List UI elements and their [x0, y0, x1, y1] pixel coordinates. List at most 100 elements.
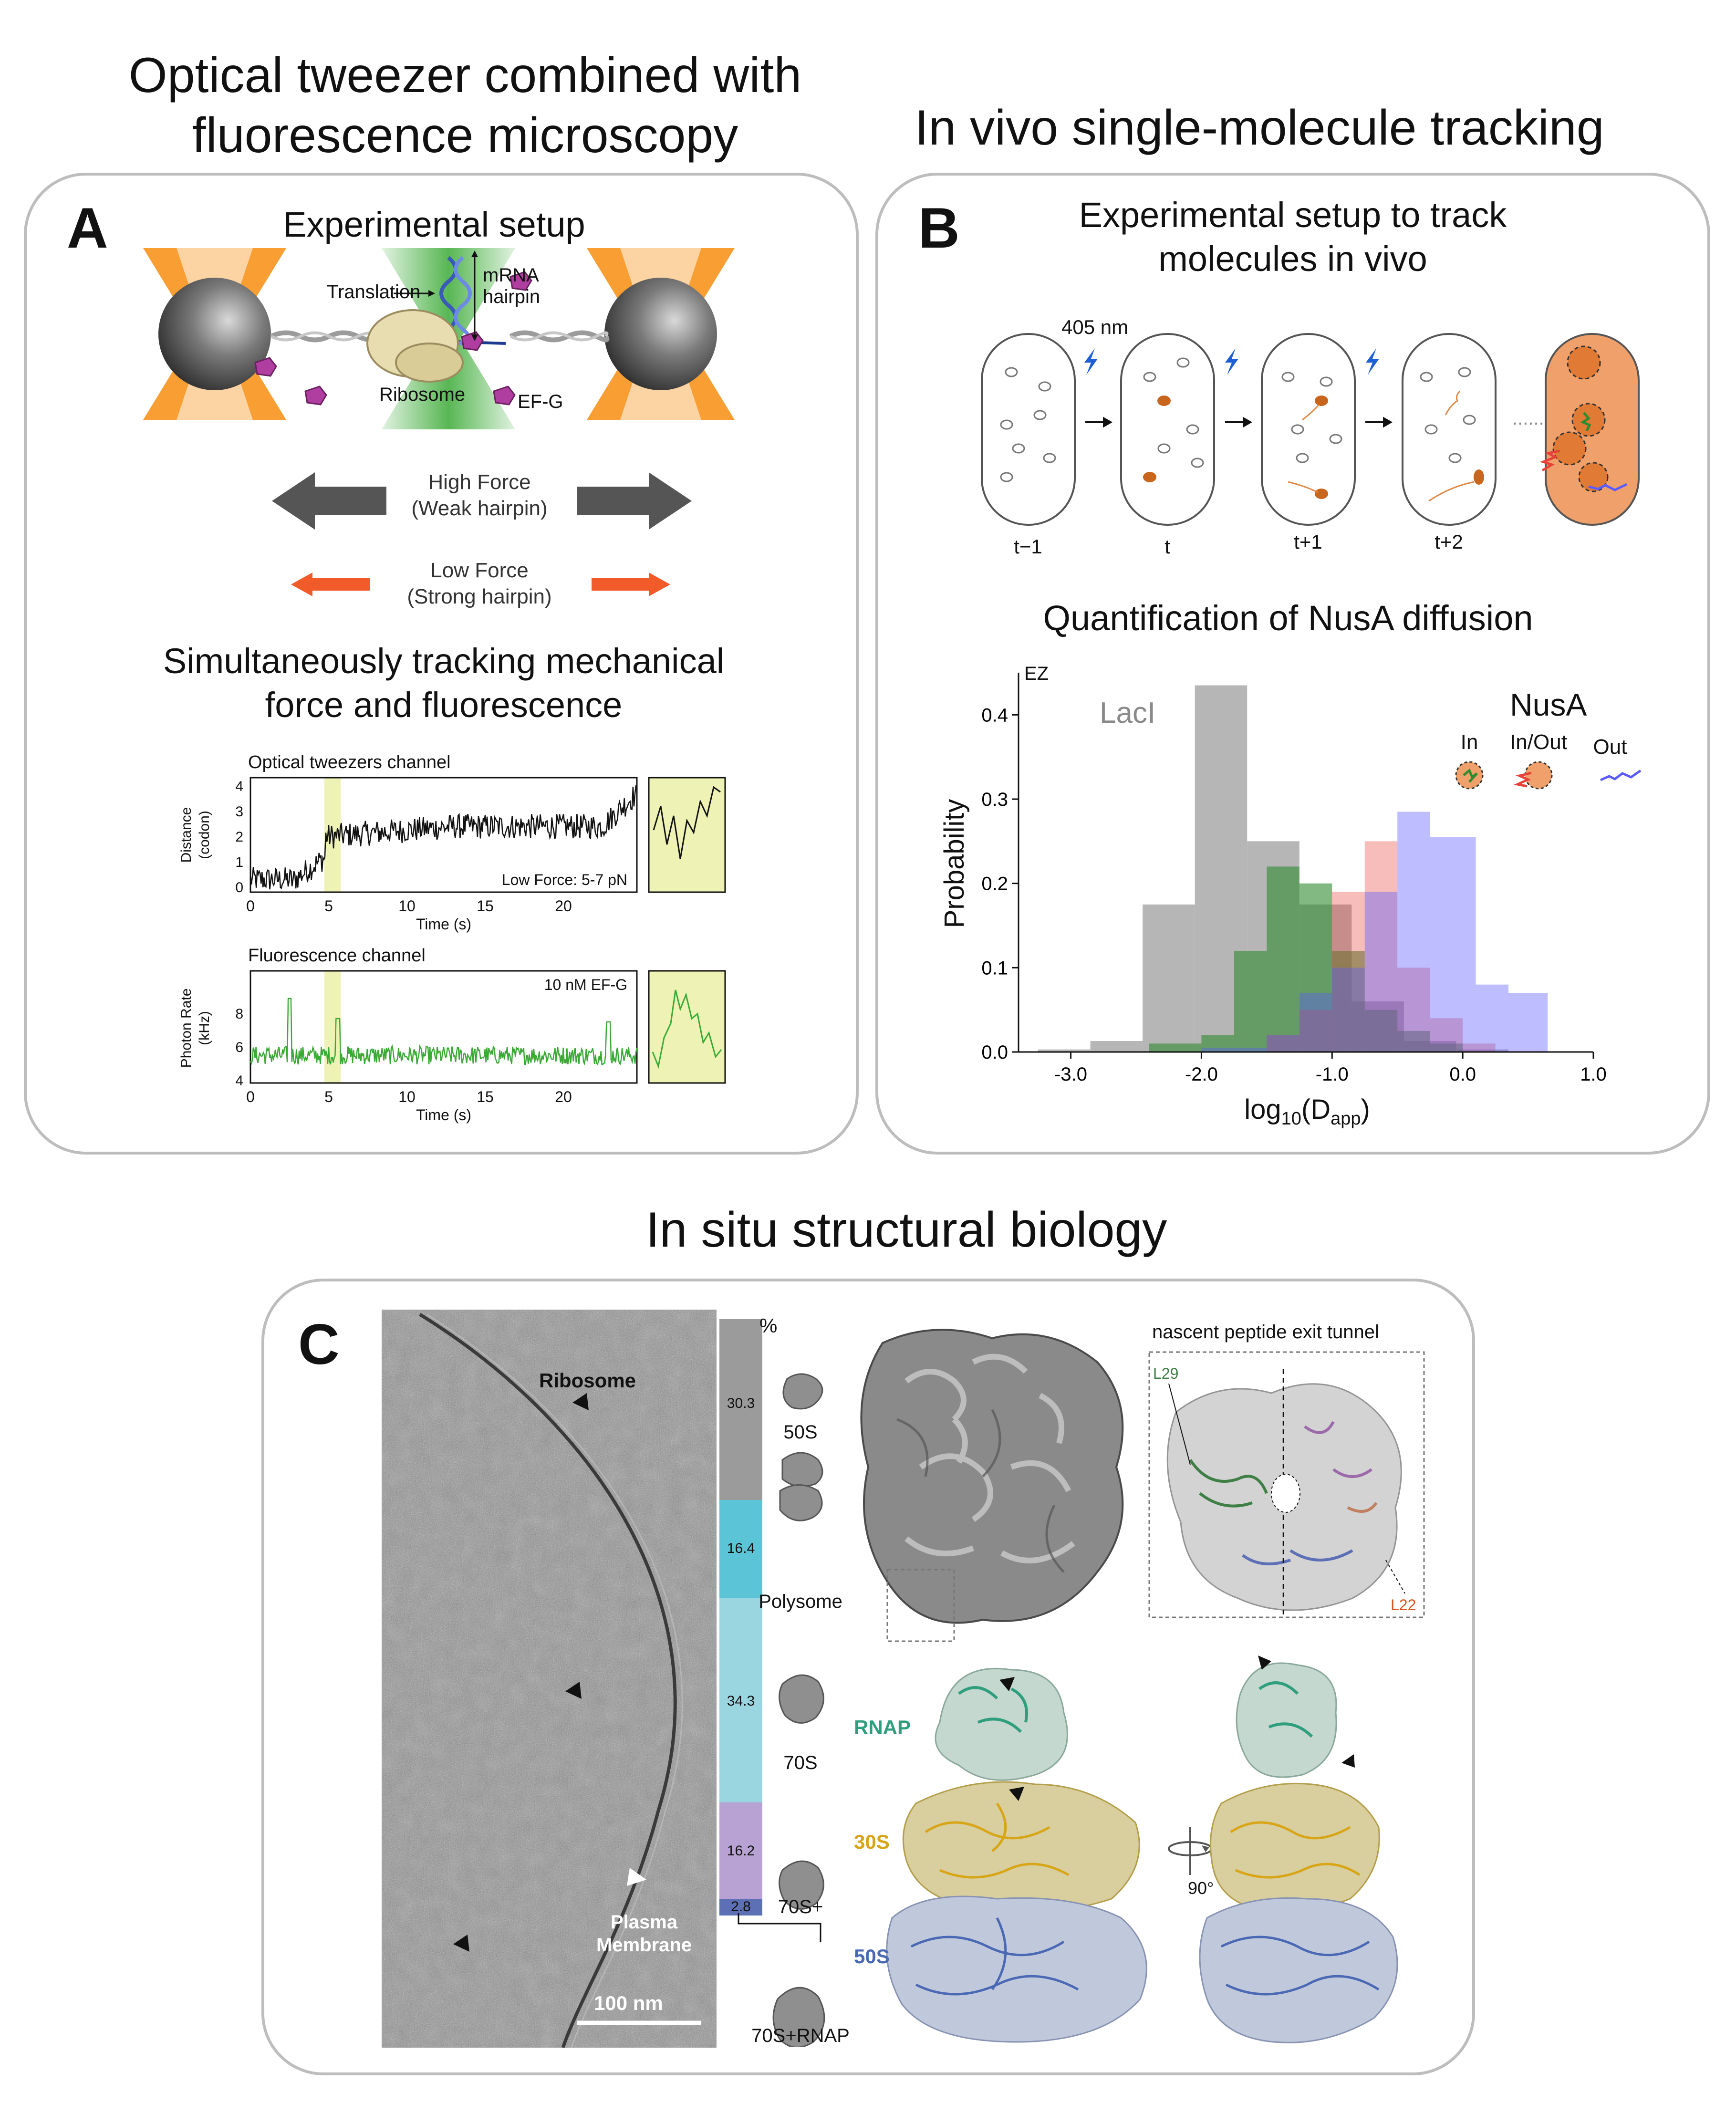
nusa-label: NusA: [1510, 687, 1587, 722]
laci-label: LacI: [1100, 697, 1155, 729]
svg-text:15: 15: [477, 897, 494, 915]
svg-text:(kHz): (kHz): [197, 1011, 212, 1045]
hist-bar-in-8: [1430, 1043, 1463, 1052]
percent-symbol: %: [759, 1314, 778, 1337]
y-tick-label: 0.3: [981, 789, 1008, 810]
x-tick-label: 1.0: [1580, 1064, 1607, 1085]
plasma-membrane-line: [419, 1313, 677, 2048]
hist-bar-laci-2: [1143, 904, 1195, 1052]
right-bead: [604, 278, 717, 390]
panel-c-label: C: [298, 1312, 340, 1376]
exit-tunnel-label: nascent peptide exit tunnel: [1152, 1322, 1379, 1343]
panel-b-setup-title: Experimental setup to track molecules in…: [1079, 195, 1507, 279]
x-axis-label: log10(Dapp): [1244, 1094, 1370, 1129]
hist-bar-laci-8: [1456, 1049, 1508, 1052]
hist-bar-in-out-0: [1267, 1035, 1299, 1052]
expressome-side-view: [1199, 1655, 1398, 2043]
high-force-right-arrow: [577, 472, 692, 530]
frame-label-t: t: [1164, 535, 1170, 558]
svg-text:20: 20: [555, 897, 572, 915]
hist-bar-in-out-6: [1463, 1043, 1496, 1052]
y-ticks: 0.0 0.1 0.2 0.3 0.4: [981, 705, 1019, 1063]
hist-bar-in-5: [1332, 951, 1365, 1052]
translation-label: Translation: [327, 281, 420, 302]
svg-text:Distance: Distance: [178, 807, 194, 863]
x-tick-label: 0.0: [1449, 1064, 1476, 1085]
x-tick-label: -3.0: [1054, 1064, 1087, 1085]
hist-bar-in-0: [1149, 1043, 1202, 1052]
cell-t-minus-1: [981, 333, 1076, 526]
hist-bar-out-2: [1299, 993, 1332, 1052]
hist-bar-in-out-1: [1299, 1010, 1332, 1052]
tweezer-setup-diagram: Translation mRNA hairpin Ribosome EF-G Hi…: [143, 248, 735, 608]
low-force-label: Low Force (Strong hairpin): [407, 559, 551, 608]
high-force-label: High Force (Weak hairpin): [411, 470, 547, 520]
cell-tracking-diagram: 405 nm ...: [981, 316, 1640, 558]
cell-t: [1120, 333, 1215, 526]
class-percentage-bar: 30.3 16.4 34.3 16.2 2.8: [719, 1319, 762, 1916]
svg-text:6: 6: [235, 1040, 243, 1055]
legend-in: In: [1461, 730, 1478, 754]
bar-bracket: [738, 1913, 821, 1942]
svg-text:405 nm: 405 nm: [1061, 316, 1128, 338]
svg-text:0: 0: [246, 897, 255, 915]
low-force-left-arrow: [291, 573, 370, 596]
x-tick-label: -1.0: [1316, 1064, 1349, 1085]
fl-highlight: [324, 971, 341, 1083]
expressome-density-maps: RNAP 30S 50S 90°: [854, 1655, 1398, 2043]
efg-molecules: [254, 271, 532, 406]
hist-bar-in-2: [1234, 951, 1267, 1052]
optical-tweezers-channel-plot: Optical tweezers channel Low Force: 5-7 …: [178, 752, 726, 933]
frame-label-t-minus-1: t−1: [1014, 535, 1042, 558]
histogram-bars: [1038, 685, 1548, 1052]
svg-text:5: 5: [324, 1088, 333, 1105]
hist-bar-in-3: [1267, 866, 1299, 1052]
hist-bar-in-1: [1201, 1035, 1234, 1052]
cryo-tomogram: Ribosome Plasma Membrane 100 nm: [382, 1310, 717, 2048]
fl-xticks: 0 5 10 15 20: [246, 1088, 572, 1105]
ot-yticks: 0 1 2 3 4: [235, 779, 243, 895]
svg-text:Fluorescence channel: Fluorescence channel: [248, 946, 426, 966]
class-label-70s-plus: 70S+: [778, 1896, 823, 1917]
fl-photon-trace: [249, 998, 638, 1066]
svg-text:0: 0: [235, 880, 243, 895]
hist-bar-laci-0: [1038, 1049, 1091, 1052]
frame-label-t-plus-2: t+2: [1435, 531, 1463, 553]
exit-tunnel-zoom: L29 L22: [1148, 1351, 1425, 1618]
svg-text:Time (s): Time (s): [416, 916, 471, 933]
ribosome-annotation: Ribosome: [539, 1369, 636, 1392]
svg-text:4: 4: [235, 1073, 243, 1089]
l22-label: L22: [1391, 1596, 1416, 1614]
hist-bar-in-4: [1299, 883, 1332, 1052]
x-ticks: -3.0 -2.0 -1.0 0.0 1.0: [1054, 1052, 1607, 1085]
chart-legend: In In/Out Out: [1455, 730, 1641, 790]
svg-text:0: 0: [246, 1088, 255, 1105]
hist-bar-in-out-4: [1397, 968, 1430, 1052]
bar-segment-70s: 34.3: [719, 1598, 762, 1802]
l29-label: L29: [1153, 1365, 1178, 1382]
svg-text:Low Force: 5-7 pN: Low Force: 5-7 pN: [502, 871, 627, 888]
hist-bar-out-3: [1332, 968, 1365, 1052]
hist-bar-in-7: [1397, 1031, 1430, 1052]
y-tick-label: 0.2: [981, 874, 1008, 895]
rnap-label: RNAP: [854, 1716, 911, 1739]
svg-text:20: 20: [555, 1088, 572, 1105]
hist-bar-out-6: [1430, 837, 1476, 1052]
nusa-diffusion-histogram: 0.0 0.1 0.2 0.3 0.4 -3.0 -2.0 -1.0 0.0 1.0 EZ La…: [939, 663, 1641, 1129]
legend-inout: In/Out: [1510, 730, 1567, 754]
svg-text:(codon): (codon): [197, 811, 212, 859]
low-force-right-arrow: [592, 573, 670, 596]
svg-text:10: 10: [398, 1088, 416, 1105]
hist-bar-out-5: [1397, 812, 1430, 1052]
30s-label: 30S: [854, 1831, 890, 1853]
y-tick-label: 0.0: [981, 1042, 1008, 1063]
svg-text:5: 5: [324, 897, 333, 915]
class-label-50s: 50S: [783, 1422, 817, 1443]
cell-t-plus-2: [1402, 333, 1497, 526]
ribosome-label: Ribosome: [379, 384, 465, 405]
bar-segment-70s-rnap: 2.8: [719, 1899, 762, 1916]
rotation-indicator: 90°: [1168, 1827, 1214, 1898]
hist-bar-in-out-5: [1430, 1018, 1463, 1052]
hist-bar-in-out-2: [1332, 892, 1365, 1052]
svg-text:90°: 90°: [1188, 1878, 1214, 1898]
